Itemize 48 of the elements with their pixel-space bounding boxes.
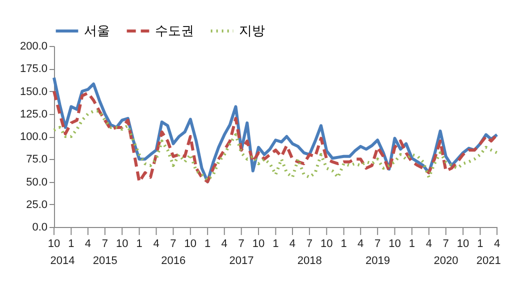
y-tick-label: 50.0 (26, 176, 48, 188)
x-tick-label: 1 (272, 238, 279, 250)
x-tick-label: 7 (442, 238, 449, 250)
x-tick-label: 4 (153, 238, 160, 250)
x-tick-label: 4 (494, 238, 500, 250)
x-tick-label: 1 (136, 238, 142, 250)
legend-label: 서울 (84, 23, 110, 38)
x-tick-label: 4 (426, 238, 432, 250)
x-tick-label: 10 (116, 238, 128, 250)
y-tick-label: 100.0 (20, 131, 48, 143)
x-tick-label: 7 (170, 238, 176, 250)
legend-label: 지방 (239, 23, 265, 38)
x-tick-label: 4 (84, 238, 92, 250)
x-tick-label: 4 (221, 238, 228, 250)
text: 2017 (229, 255, 254, 267)
x-tick-label: 4 (289, 238, 296, 250)
x-tick-label: 10 (388, 238, 401, 250)
text: 2020 (434, 255, 458, 267)
legend-label: 수도권 (155, 23, 194, 38)
y-tick-label: 25.0 (26, 198, 48, 211)
text: 2015 (92, 255, 118, 267)
x-tick-label: 10 (320, 238, 333, 250)
x-tick-label: 10 (48, 238, 60, 250)
text: 2014 (50, 255, 75, 267)
y-tick-label: 150.0 (20, 86, 48, 98)
x-tick-label: 1 (477, 238, 484, 250)
x-tick-label: 7 (102, 238, 108, 250)
text: 2021 (476, 255, 501, 267)
y-tick-label: 75.0 (26, 154, 48, 166)
x-tick-label: 7 (374, 238, 381, 250)
x-tick-label: 7 (238, 238, 244, 250)
text: 2018 (297, 255, 322, 267)
x-tick-label: 1 (68, 238, 74, 250)
text: 2019 (366, 255, 390, 267)
y-tick-label: 0.0 (32, 222, 48, 234)
x-tick-label: 1 (408, 238, 415, 250)
y-tick-label: 200.0 (20, 40, 48, 52)
x-tick-label: 1 (204, 238, 211, 250)
x-tick-label: 7 (306, 238, 313, 250)
line-series (52, 110, 498, 182)
x-tick-label: 1 (340, 238, 347, 250)
y-tick-label: 175.0 (20, 63, 48, 76)
x-tick-label: 10 (456, 238, 470, 250)
text: 2016 (161, 255, 186, 267)
y-tick-label: 125.0 (20, 108, 48, 120)
x-tick-label: 10 (184, 238, 197, 250)
x-tick-label: 4 (358, 238, 364, 250)
x-tick-label: 10 (252, 238, 265, 250)
